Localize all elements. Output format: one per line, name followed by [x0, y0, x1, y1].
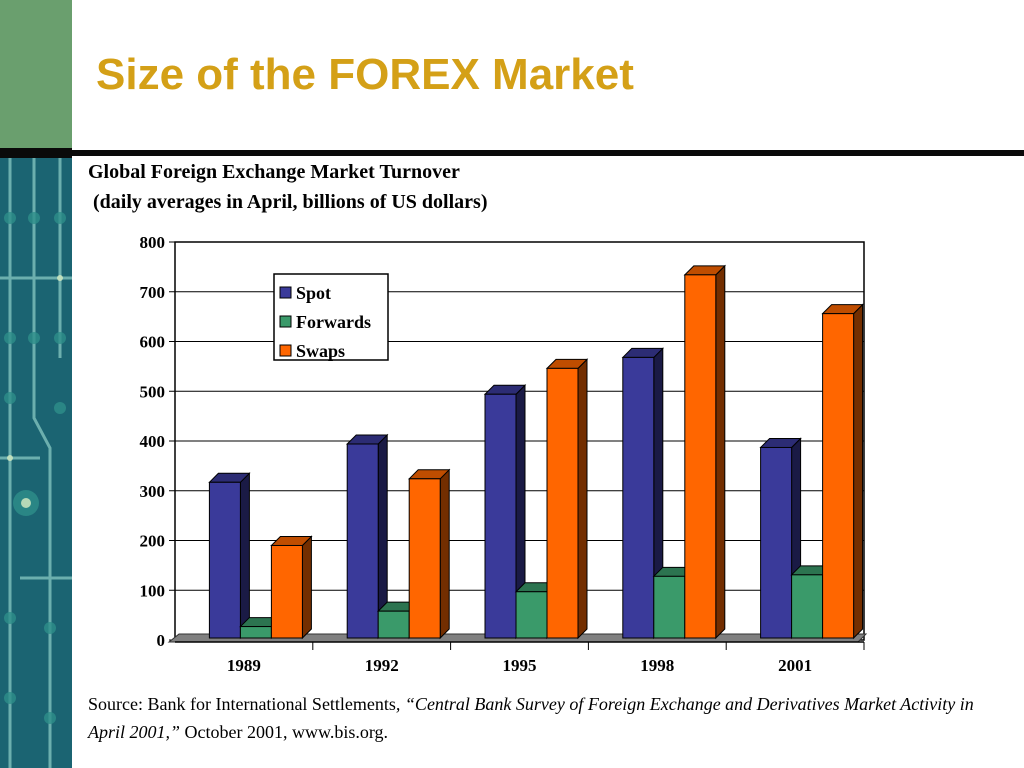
source-suffix: October 2001, www.bis.org. [180, 722, 388, 742]
bar-front [377, 610, 410, 639]
y-tick-label: 0 [157, 631, 166, 650]
bar-front [622, 356, 655, 639]
bar-side [715, 264, 726, 640]
bar-side [301, 535, 312, 640]
sidebar-divider [0, 148, 72, 158]
bar-swaps [821, 303, 864, 640]
legend-swatch [279, 344, 292, 357]
bar-swaps [683, 264, 727, 640]
bar-front [684, 274, 717, 639]
bar-front [653, 575, 686, 639]
sidebar-decoration [0, 0, 72, 768]
bar-spot [345, 433, 389, 640]
bar-spot [621, 347, 665, 640]
bar-front [791, 574, 824, 639]
bar-side [577, 358, 588, 640]
bar-side [239, 472, 250, 640]
bar-front [484, 393, 517, 639]
bar-swaps [407, 468, 451, 640]
x-tick-label: 2001 [778, 656, 812, 675]
x-tick-label: 1998 [640, 656, 674, 675]
bar-front [270, 544, 303, 639]
legend-label: Swaps [296, 341, 345, 361]
circuit-board-image [0, 158, 72, 768]
legend-swatch [279, 286, 292, 299]
y-tick-label: 300 [140, 482, 166, 501]
y-tick-label: 600 [140, 333, 166, 352]
turnover-bar-chart: 0 100 200 300 400 500 600 700 800 1989 1992 1995 199… [140, 233, 868, 675]
y-tick-label: 400 [140, 432, 166, 451]
y-tick-label: 100 [140, 581, 166, 600]
bar-spot [483, 384, 527, 640]
bar-front [239, 626, 272, 639]
sidebar-green-block [0, 0, 72, 148]
legend-label: Forwards [296, 312, 371, 332]
chart-heading: Global Foreign Exchange Market Turnover … [88, 157, 487, 217]
x-tick-label: 1995 [503, 656, 537, 675]
bar-front [346, 443, 379, 639]
x-tick-label: 1992 [365, 656, 399, 675]
title-divider [72, 150, 1024, 156]
bar-front [546, 367, 579, 639]
source-publication: , “Central Bank Survey of Foreign Exchan… [88, 694, 974, 742]
legend-swatch [279, 315, 292, 328]
bar-front [760, 446, 793, 639]
bar-front [208, 481, 241, 639]
legend-label: Spot [296, 283, 331, 303]
page-title: Size of the FOREX Market [96, 50, 634, 99]
bar-front [515, 591, 548, 639]
bar-swaps [545, 358, 589, 640]
bar-side [439, 468, 450, 640]
circuit-pattern [0, 158, 72, 768]
chart-title: Global Foreign Exchange Market Turnover [88, 161, 460, 183]
x-tick-label: 1989 [227, 656, 261, 675]
bar-swaps [270, 535, 313, 640]
bar-front [822, 313, 855, 639]
source-note: Source: Bank for International Settlemen… [88, 690, 988, 746]
bar-spot [208, 472, 251, 640]
chart-subtitle: (daily averages in April, billions of US… [88, 191, 488, 213]
y-tick-label: 200 [140, 532, 166, 551]
bar-side [853, 303, 864, 640]
y-tick-label: 700 [140, 283, 166, 302]
y-tick-label: 800 [140, 233, 166, 252]
legend: Spot Forwards Swaps [273, 273, 389, 361]
bar-front [408, 478, 441, 639]
source-prefix: Source: Bank for International Settlemen… [88, 694, 396, 714]
legend-box [273, 273, 389, 361]
y-tick-label: 500 [140, 382, 166, 401]
